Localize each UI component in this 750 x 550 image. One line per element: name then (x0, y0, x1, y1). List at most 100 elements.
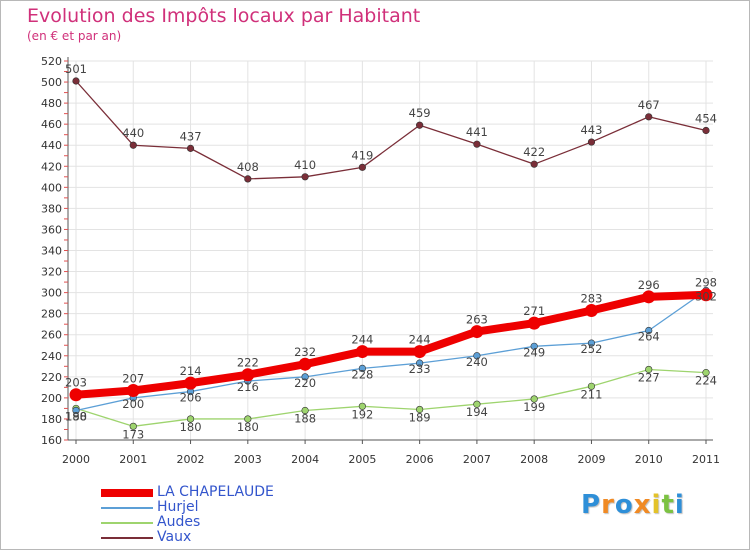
legend-swatch-vaux (101, 537, 153, 539)
data-label-audes: 227 (638, 370, 660, 384)
legend-label-la-chapelaude: LA CHAPELAUDE (157, 484, 274, 500)
data-point-la-chapelaude (298, 357, 312, 371)
legend-swatch-audes (101, 522, 153, 524)
legend-item-audes: Audes (101, 515, 341, 530)
y-tick-label: 180 (41, 413, 62, 426)
x-tick-label: 2001 (119, 453, 147, 466)
data-point-audes (129, 422, 137, 430)
logo-letter: o (614, 490, 634, 520)
data-label-la-chapelaude: 244 (351, 333, 373, 347)
data-label-vaux: 459 (409, 106, 431, 120)
data-label-audes: 188 (294, 412, 316, 426)
logo-letter: t (661, 490, 675, 520)
data-label-vaux: 419 (351, 148, 373, 162)
data-label-audes: 199 (523, 400, 545, 414)
data-point-hurjel (72, 406, 80, 415)
data-label-la-chapelaude: 203 (65, 376, 87, 390)
data-point-vaux (72, 77, 80, 85)
legend-label-hurjel: Hurjel (157, 499, 199, 515)
logo-letter: i (651, 490, 662, 520)
data-point-la-chapelaude (413, 345, 427, 359)
y-tick-label: 240 (41, 350, 62, 363)
data-label-la-chapelaude: 232 (294, 345, 316, 359)
data-point-hurjel (530, 342, 538, 350)
y-tick-label: 420 (41, 160, 62, 173)
data-point-audes (530, 395, 538, 403)
data-label-vaux: 501 (65, 62, 87, 76)
data-point-audes (473, 400, 481, 408)
data-label-la-chapelaude: 271 (523, 304, 545, 318)
data-point-vaux (645, 113, 653, 121)
data-label-audes: 224 (695, 374, 717, 388)
data-label-hurjel: 302 (695, 290, 717, 304)
x-tick-label: 2007 (463, 453, 491, 466)
data-label-vaux: 410 (294, 158, 316, 172)
data-label-audes: 189 (409, 410, 431, 424)
data-point-la-chapelaude (584, 304, 598, 318)
y-tick-label: 220 (41, 371, 62, 384)
data-point-hurjel (587, 339, 596, 347)
data-point-vaux (186, 144, 195, 152)
data-point-vaux (702, 126, 710, 135)
data-label-hurjel: 264 (638, 330, 660, 344)
axes: 160 180 200 220 240 260 280 300 320 340 360 380 400 4… (41, 55, 720, 466)
y-tick-label: 340 (41, 245, 62, 258)
legend-item-hurjel: Hurjel (101, 500, 341, 515)
data-point-la-chapelaude (642, 290, 656, 304)
data-point-audes (587, 382, 596, 390)
data-label-vaux: 441 (466, 125, 488, 139)
data-point-vaux (301, 173, 309, 181)
series-line-hurjel (75, 289, 707, 412)
data-label-vaux: 454 (695, 111, 717, 125)
y-tick-label: 440 (41, 139, 62, 152)
data-label-vaux: 422 (523, 145, 545, 159)
data-point-la-chapelaude (470, 325, 484, 339)
logo-letter: x (633, 490, 652, 520)
data-label-audes: 192 (351, 407, 373, 421)
x-tick-label: 2000 (62, 453, 90, 466)
data-label-hurjel: 233 (409, 362, 431, 376)
data-label-hurjel: 220 (294, 376, 316, 390)
data-point-hurjel (358, 364, 366, 373)
data-point-hurjel (301, 373, 309, 381)
data-point-audes (186, 415, 195, 423)
x-tick-label: 2008 (520, 453, 548, 466)
data-label-audes: 194 (466, 405, 488, 419)
data-label-audes: 211 (580, 387, 602, 401)
logo-letter: r (601, 490, 615, 520)
logo-letter: i (674, 490, 685, 520)
legend-swatch-hurjel (101, 507, 153, 509)
data-label-la-chapelaude: 222 (237, 356, 259, 370)
data-point-vaux (530, 160, 538, 168)
y-tick-label: 400 (41, 181, 62, 194)
data-point-hurjel (473, 352, 481, 360)
data-point-audes (301, 406, 309, 415)
y-tick-label: 160 (41, 434, 62, 447)
y-tick-label: 380 (41, 202, 62, 215)
series-line-la-chapelaude (72, 290, 710, 399)
data-point-la-chapelaude (355, 345, 369, 359)
data-point-vaux (129, 141, 137, 149)
legend-item-vaux: Vaux (101, 530, 341, 545)
x-tick-label: 2011 (692, 453, 720, 466)
y-tick-label: 300 (41, 287, 62, 300)
data-label-hurjel: 252 (580, 342, 602, 356)
data-label-la-chapelaude: 244 (409, 333, 431, 347)
data-point-vaux (473, 140, 481, 148)
y-tick-label: 520 (41, 55, 62, 68)
x-tick-label: 2006 (406, 453, 434, 466)
data-label-la-chapelaude: 263 (466, 313, 488, 327)
data-point-la-chapelaude (699, 288, 713, 302)
legend-label-vaux: Vaux (157, 529, 192, 545)
y-tick-label: 200 (41, 392, 62, 405)
data-point-audes (416, 405, 424, 414)
data-point-audes (702, 369, 710, 377)
series-lines (69, 77, 713, 430)
data-label-vaux: 443 (580, 123, 602, 137)
data-label-audes: 190 (65, 409, 87, 423)
data-label-audes: 180 (237, 420, 259, 434)
x-tick-label: 2005 (348, 453, 376, 466)
data-point-vaux (416, 121, 424, 129)
y-tick-label: 500 (41, 76, 62, 89)
